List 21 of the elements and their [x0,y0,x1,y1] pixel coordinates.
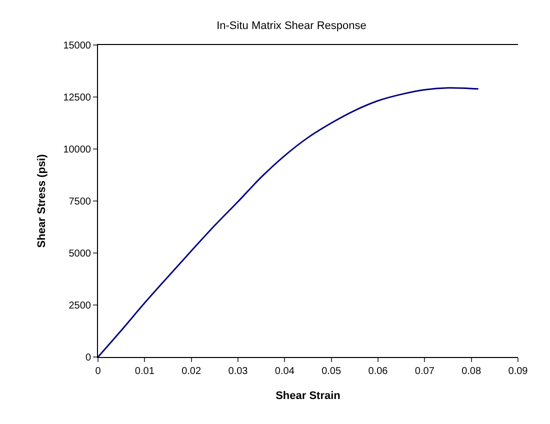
y-tick-label: 0 [85,352,92,364]
x-tick-label: 0.04 [274,366,295,377]
y-tick-label: 15000 [63,40,92,52]
x-axis-title: Shear Strain [276,390,341,402]
line-series [98,87,480,357]
y-tick-label: 5000 [68,248,92,260]
x-tick-label: 0.07 [414,366,435,377]
y-tick-label: 2500 [68,300,92,312]
x-tick-label: 0.08 [462,366,482,377]
x-tick-label: 0.09 [508,366,528,377]
y-tick-label: 7500 [68,196,92,208]
y-tick-label: 10000 [63,144,92,156]
x-tick-label: 0.06 [368,366,388,377]
y-axis-title: Shear Stress (psi) [36,154,48,248]
x-tick-label: 0.05 [322,366,342,377]
chart-title: In-Situ Matrix Shear Response [216,20,366,32]
x-tick-label: 0.01 [134,366,155,377]
x-tick-label: 0.02 [182,366,202,377]
x-tick-label: 0 [95,366,102,377]
x-tick-label: 0.03 [228,366,248,377]
y-tick-label: 12500 [63,92,92,104]
